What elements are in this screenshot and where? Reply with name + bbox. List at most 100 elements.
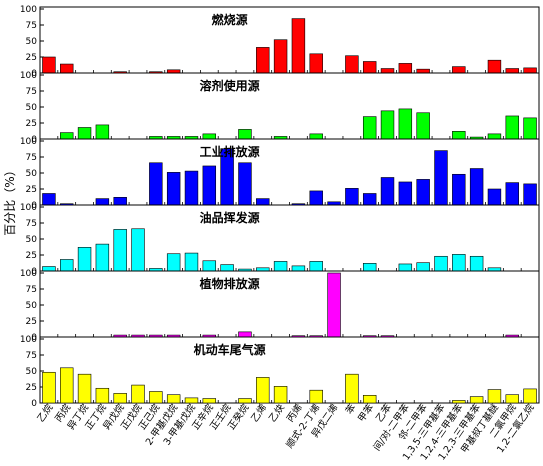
bar — [452, 173, 466, 206]
panel-6: 0 25 50 75 100 机动车尾气源 — [20, 335, 540, 409]
panel-title: 溶剂使用源 — [200, 78, 260, 93]
y-tick-label: 0 — [31, 333, 37, 343]
bar — [291, 265, 306, 272]
bar — [202, 165, 217, 206]
bar — [166, 172, 181, 206]
bar — [523, 67, 537, 74]
bar — [416, 262, 430, 272]
bar — [77, 247, 92, 272]
bar — [452, 400, 466, 404]
bar — [42, 56, 56, 74]
panel-title: 工业排放源 — [200, 144, 260, 159]
bar — [184, 170, 199, 206]
panel-5: 0 25 50 75 100 植物排放源 — [20, 269, 540, 343]
panel-title: 植物排放源 — [199, 276, 260, 291]
category-label: 乙烷 — [35, 401, 56, 424]
bar — [380, 68, 395, 74]
bar — [113, 197, 127, 206]
bar — [309, 133, 323, 140]
bar — [149, 391, 163, 404]
y-tick-label: 100 — [20, 71, 37, 81]
bar — [505, 68, 519, 74]
bar — [256, 377, 270, 404]
bar — [345, 373, 359, 404]
y-tick-label: 0 — [31, 267, 37, 277]
bar — [362, 193, 377, 206]
bar — [166, 394, 181, 404]
bar — [273, 261, 288, 272]
y-tick-label: 50 — [26, 103, 38, 113]
bar — [469, 255, 484, 272]
bar — [523, 388, 537, 404]
bar — [256, 198, 270, 206]
bar — [469, 396, 484, 404]
panel-4: 0 25 50 75 100 油品挥发源 — [20, 203, 540, 277]
bar — [398, 108, 413, 140]
bar — [184, 252, 199, 272]
y-tick-label: 50 — [26, 367, 38, 377]
bar — [362, 263, 377, 272]
bar — [42, 193, 56, 206]
bar — [166, 253, 181, 272]
bar — [60, 259, 74, 272]
bar — [523, 183, 537, 206]
bar — [220, 264, 234, 272]
y-tick-label: 50 — [26, 301, 38, 311]
bar — [131, 228, 145, 272]
y-tick-label: 100 — [20, 335, 37, 345]
bar — [202, 398, 217, 404]
bar — [238, 331, 252, 338]
bar — [202, 260, 217, 272]
bar — [77, 373, 92, 404]
bar — [309, 53, 323, 74]
bar — [416, 179, 430, 206]
category-label: 苯 — [343, 401, 359, 416]
category-label: 乙烯 — [248, 401, 269, 424]
bar — [362, 116, 377, 140]
y-tick-label: 100 — [20, 269, 37, 279]
bar — [398, 181, 413, 206]
panel-frame — [39, 270, 540, 338]
bar — [238, 162, 252, 206]
y-tick-label: 50 — [26, 169, 38, 179]
y-tick-label: 75 — [26, 21, 37, 31]
bar — [95, 387, 110, 404]
bar — [452, 66, 466, 74]
bar — [149, 162, 163, 206]
bar — [416, 112, 430, 140]
bar — [238, 129, 252, 140]
bar — [345, 55, 359, 74]
y-tick-label: 25 — [26, 185, 37, 195]
bar — [487, 133, 502, 140]
bar — [42, 371, 56, 404]
bar — [42, 266, 56, 272]
panel-title: 燃烧源 — [212, 12, 248, 27]
bar — [434, 150, 448, 206]
bar — [238, 398, 252, 404]
bar — [95, 243, 110, 272]
bar — [452, 254, 466, 272]
panel-1: 0 25 50 75 100 燃烧源 — [20, 5, 540, 79]
bar — [416, 68, 430, 74]
bar — [273, 386, 288, 404]
bar — [60, 132, 74, 140]
bar — [256, 47, 270, 74]
panel-title: 机动车尾气源 — [194, 342, 266, 357]
panel-frame — [39, 6, 540, 74]
bar — [273, 39, 288, 74]
panel-frame — [39, 72, 540, 140]
y-tick-label: 100 — [20, 137, 37, 147]
bar — [60, 63, 74, 74]
panel-title: 油品挥发源 — [200, 210, 260, 225]
y-tick-label: 100 — [20, 5, 37, 15]
y-tick-label: 25 — [26, 383, 37, 393]
bar — [131, 384, 145, 404]
y-tick-label: 75 — [26, 87, 37, 97]
bar — [505, 115, 519, 140]
bar — [202, 133, 217, 140]
y-tick-label: 75 — [26, 351, 37, 361]
y-tick-label: 100 — [20, 203, 37, 213]
bar — [487, 59, 502, 74]
bar — [469, 168, 484, 206]
